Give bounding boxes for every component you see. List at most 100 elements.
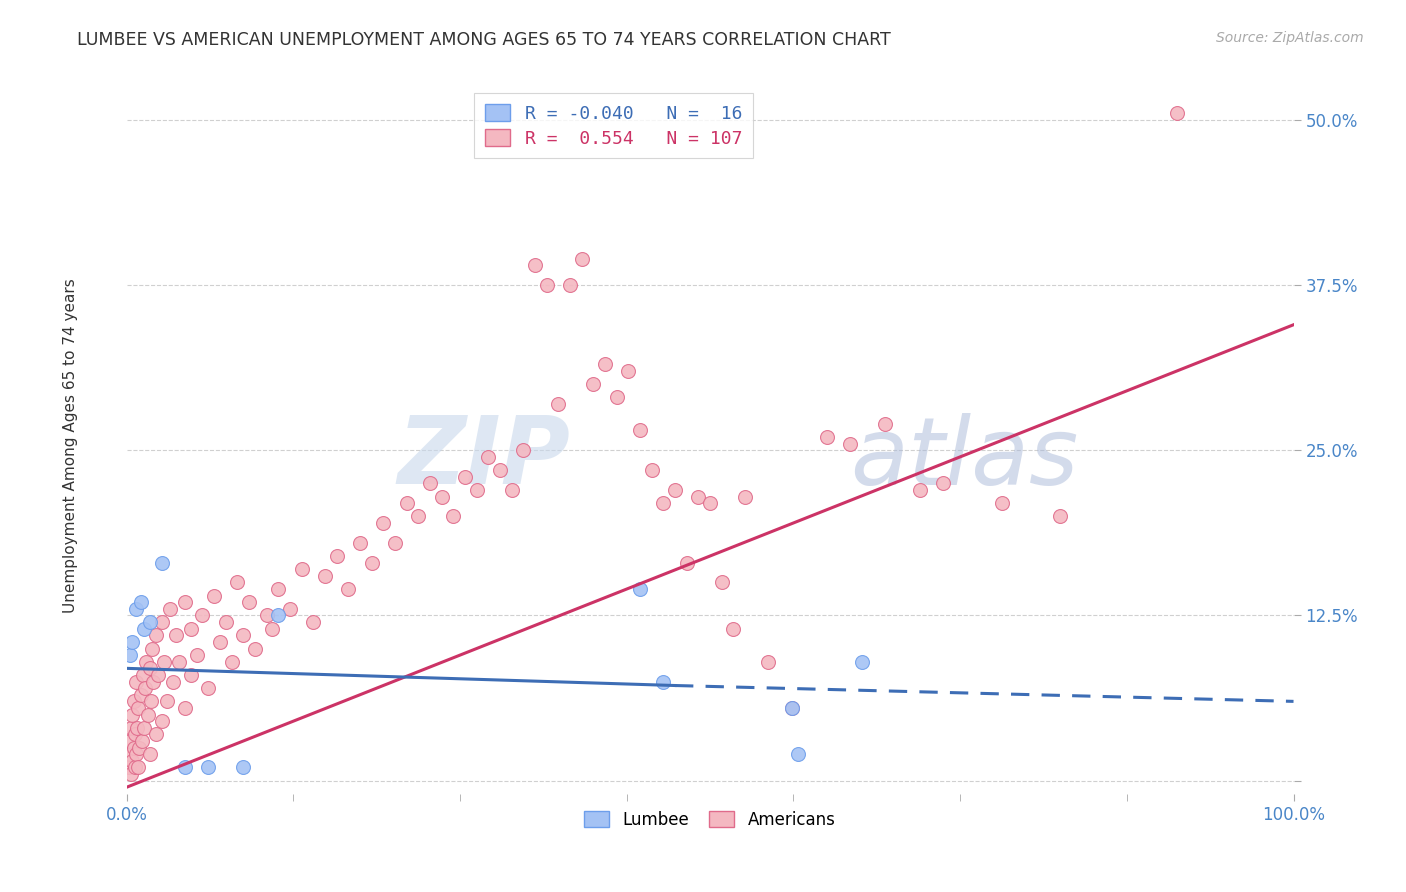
Americans	[145, 628, 167, 642]
Americans	[150, 615, 173, 629]
Americans	[139, 661, 162, 675]
Lumbee	[132, 622, 155, 636]
Americans	[256, 608, 278, 623]
Lumbee	[851, 655, 873, 669]
Text: LUMBEE VS AMERICAN UNEMPLOYMENT AMONG AGES 65 TO 74 YEARS CORRELATION CHART: LUMBEE VS AMERICAN UNEMPLOYMENT AMONG AG…	[77, 31, 891, 49]
Americans	[501, 483, 523, 497]
Americans	[489, 463, 512, 477]
Lumbee	[139, 615, 162, 629]
Lumbee	[267, 608, 290, 623]
Lumbee	[118, 648, 141, 662]
Americans	[314, 569, 336, 583]
Americans	[908, 483, 931, 497]
Americans	[839, 436, 862, 450]
Americans	[593, 358, 616, 372]
Americans	[125, 721, 148, 735]
Americans	[197, 681, 219, 695]
Lumbee	[150, 556, 173, 570]
Americans	[124, 760, 146, 774]
Americans	[139, 747, 162, 762]
Americans	[120, 721, 142, 735]
Americans	[384, 536, 406, 550]
Americans	[159, 602, 181, 616]
Americans	[122, 740, 145, 755]
Americans	[360, 556, 382, 570]
Americans	[408, 509, 430, 524]
Americans	[145, 727, 167, 741]
Americans	[153, 655, 176, 669]
Americans	[430, 490, 453, 504]
Americans	[118, 734, 141, 748]
Lumbee	[786, 747, 808, 762]
Lumbee	[652, 674, 675, 689]
Lumbee	[232, 760, 254, 774]
Americans	[221, 655, 243, 669]
Americans	[180, 668, 202, 682]
Americans	[524, 258, 547, 272]
Americans	[132, 721, 155, 735]
Text: atlas: atlas	[851, 413, 1078, 504]
Americans	[267, 582, 290, 596]
Lumbee	[125, 602, 148, 616]
Americans	[302, 615, 325, 629]
Americans	[337, 582, 360, 596]
Americans	[932, 476, 955, 491]
Americans	[127, 760, 149, 774]
Americans	[582, 377, 605, 392]
Americans	[243, 641, 266, 656]
Americans	[815, 430, 838, 444]
Legend: Lumbee, Americans: Lumbee, Americans	[578, 805, 842, 836]
Americans	[186, 648, 208, 662]
Americans	[146, 668, 169, 682]
Americans	[278, 602, 301, 616]
Americans	[290, 562, 312, 576]
Americans	[723, 622, 745, 636]
Americans	[127, 701, 149, 715]
Americans	[174, 701, 197, 715]
Americans	[734, 490, 756, 504]
Text: ZIP: ZIP	[396, 412, 569, 505]
Americans	[349, 536, 371, 550]
Americans	[465, 483, 488, 497]
Americans	[134, 681, 156, 695]
Americans	[232, 628, 254, 642]
Americans	[262, 622, 284, 636]
Lumbee	[174, 760, 197, 774]
Americans	[441, 509, 464, 524]
Americans	[121, 707, 143, 722]
Americans	[174, 595, 197, 609]
Americans	[454, 469, 477, 483]
Americans	[699, 496, 721, 510]
Americans	[675, 556, 697, 570]
Americans	[688, 490, 710, 504]
Americans	[477, 450, 499, 464]
Americans	[121, 754, 143, 768]
Americans	[191, 608, 214, 623]
Americans	[536, 278, 558, 293]
Americans	[131, 734, 153, 748]
Americans	[215, 615, 238, 629]
Americans	[395, 496, 418, 510]
Americans	[141, 641, 163, 656]
Americans	[128, 740, 150, 755]
Lumbee	[628, 582, 651, 596]
Americans	[122, 694, 145, 708]
Text: Unemployment Among Ages 65 to 74 years: Unemployment Among Ages 65 to 74 years	[63, 278, 79, 614]
Americans	[617, 364, 640, 378]
Americans	[875, 417, 897, 431]
Americans	[547, 397, 569, 411]
Americans	[139, 694, 162, 708]
Americans	[202, 589, 225, 603]
Americans	[512, 443, 534, 458]
Americans	[129, 688, 152, 702]
Americans	[132, 668, 155, 682]
Americans	[558, 278, 581, 293]
Americans	[664, 483, 686, 497]
Text: Source: ZipAtlas.com: Source: ZipAtlas.com	[1216, 31, 1364, 45]
Americans	[150, 714, 173, 729]
Americans	[226, 575, 249, 590]
Americans	[142, 674, 165, 689]
Americans	[136, 707, 159, 722]
Americans	[124, 727, 146, 741]
Americans	[710, 575, 733, 590]
